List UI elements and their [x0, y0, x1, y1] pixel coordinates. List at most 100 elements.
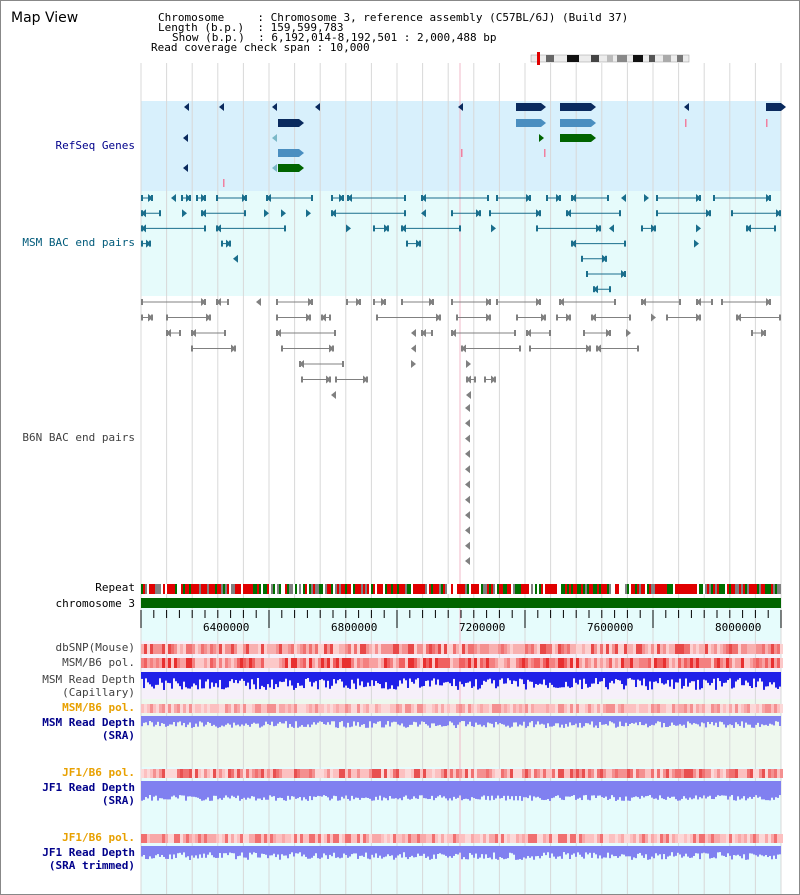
jf1-trim-depth-bar: [703, 846, 705, 853]
msm-sra-pol-cell: [726, 704, 729, 713]
msm-pol-cell: [432, 658, 435, 668]
msm-capillary-depth-bar: [361, 672, 363, 682]
msm-sra-depth-bar: [751, 716, 753, 728]
msm-pol-cell: [381, 658, 384, 668]
track-label-msm-b6-pol-capillary[interactable]: MSM/B6 pol.: [62, 656, 135, 669]
msm-pol-cell: [735, 658, 738, 668]
msm-pol-cell: [201, 658, 204, 668]
jf1-trim-depth-bar: [503, 846, 505, 860]
repeat-segment: [211, 584, 213, 594]
jf1-trim-pol-cell: [594, 834, 597, 843]
msm-capillary-depth-bar: [503, 672, 505, 684]
msm-pol-cell: [267, 658, 270, 668]
msm-sra-depth-bar: [747, 716, 749, 725]
jf1-trim-depth-bar: [487, 846, 489, 858]
jf1-trim-depth-bar: [689, 846, 691, 858]
dbsnp-cell: [432, 644, 435, 654]
jf1-sra-depth-bar: [159, 781, 161, 799]
jf1-trim-depth-bar: [283, 846, 285, 856]
chromosome-ideogram[interactable]: [530, 52, 690, 65]
jf1-pol-cell: [183, 769, 186, 778]
track-label-msm-read-depth-capillary[interactable]: MSM Read Depth: [42, 673, 135, 686]
msm-pol-cell: [738, 658, 741, 668]
jf1-trim-depth-bar: [519, 846, 521, 860]
msm-sra-depth-bar: [631, 716, 633, 724]
dbsnp-cell: [738, 644, 741, 654]
jf1-trim-depth-bar: [521, 846, 523, 860]
repeat-segment: [377, 584, 379, 594]
track-label-msm-read-depth-sra[interactable]: MSM Read Depth: [42, 716, 135, 729]
jf1-trim-depth-bar: [345, 846, 347, 855]
jf1-sra-depth-bar: [429, 781, 431, 799]
feature-tracks[interactable]: [141, 103, 786, 565]
jf1-sra-depth-bar: [645, 781, 647, 797]
repeat-segment: [457, 584, 459, 594]
msm-pol-cell: [216, 658, 219, 668]
jf1-trim-pol-cell: [498, 834, 501, 843]
msm-pol-cell: [480, 658, 483, 668]
jf1-trim-depth-bar: [191, 846, 193, 856]
msm-sra-depth-bar: [639, 716, 641, 722]
refseq-gene-arrow: [219, 103, 224, 111]
msm-capillary-depth-bar: [459, 672, 461, 682]
track-label-dbsnp[interactable]: dbSNP(Mouse): [55, 641, 135, 654]
refseq-gene: [560, 134, 591, 142]
jf1-trim-depth-bar: [367, 846, 369, 859]
jf1-trim-pol-cell: [276, 834, 279, 843]
track-label-jf1-read-depth-sra[interactable]: JF1 Read Depth: [42, 781, 135, 794]
bac-end: [629, 314, 631, 321]
jf1-trim-pol-cell: [252, 834, 255, 843]
msm-capillary-depth-bar: [685, 672, 687, 679]
msm-sra-pol-cell: [627, 704, 630, 713]
jf1-sra-depth-bar: [685, 781, 687, 799]
jf1-pol-cell: [507, 769, 510, 778]
dbsnp-cell: [198, 644, 201, 654]
msm-sra-pol-cell: [720, 704, 723, 713]
track-label-jf1-b6-pol-sra[interactable]: JF1/B6 pol.: [62, 766, 135, 779]
jf1-pol-cell: [447, 769, 450, 778]
jf1-trim-depth-bar: [305, 846, 307, 857]
repeat-segment: [723, 584, 725, 594]
jf1-trim-pol-cell: [492, 834, 495, 843]
repeat-segment: [503, 584, 505, 594]
jf1-trim-depth-bar: [529, 846, 531, 858]
msm-sra-pol-cell: [144, 704, 147, 713]
bac-end: [779, 314, 781, 321]
msm-capillary-depth-bar: [721, 672, 723, 687]
repeat-segment: [289, 584, 291, 594]
jf1-sra-depth-bar: [541, 781, 543, 800]
jf1-sra-depth-bar: [301, 781, 303, 801]
jf1-trim-depth-bar: [221, 846, 223, 858]
msm-sra-depth-bar: [231, 716, 233, 728]
jf1-sra-depth-bar: [547, 781, 549, 800]
track-label-jf1-b6-pol-trimmed[interactable]: JF1/B6 pol.: [62, 831, 135, 844]
jf1-sra-depth-bar: [733, 781, 735, 801]
msm-sra-depth-bar: [151, 716, 153, 723]
jf1-trim-depth-bar: [309, 846, 311, 859]
msm-sra-depth-bar: [493, 716, 495, 728]
msm-sra-depth-bar: [597, 716, 599, 728]
jf1-sra-depth-bar: [291, 781, 293, 797]
jf1-trim-depth-bar: [197, 846, 199, 859]
feature-arrow: [381, 298, 386, 306]
jf1-trim-depth-bar: [163, 846, 165, 857]
msm-sra-depth-bar: [465, 716, 467, 727]
jf1-trim-depth-bar: [613, 846, 615, 857]
track-label-jf1-read-depth-trimmed[interactable]: JF1 Read Depth: [42, 846, 135, 859]
msm-sra-pol-cell: [258, 704, 261, 713]
track-label-msm-b6-pol-sra[interactable]: MSM/B6 pol.: [62, 701, 135, 714]
msm-sra-depth-bar: [217, 716, 219, 728]
track-label-b6n-bac-end-pairs[interactable]: B6N BAC end pairs: [22, 431, 135, 444]
msm-sra-depth-bar: [527, 716, 529, 727]
track-label-msm-bac-end-pairs[interactable]: MSM BAC end pairs: [22, 236, 135, 249]
jf1-sra-depth-bar: [655, 781, 657, 799]
dbsnp-cell: [270, 644, 273, 654]
track-label-refseq-genes[interactable]: RefSeq Genes: [55, 139, 135, 152]
jf1-trim-depth-bar: [687, 846, 689, 857]
jf1-pol-cell: [510, 769, 513, 778]
jf1-pol-cell: [513, 769, 516, 778]
b6n-stacked-end: [465, 495, 470, 504]
msm-sra-depth-bar: [681, 716, 683, 726]
msm-capillary-depth-bar: [517, 672, 519, 687]
jf1-trim-pol-cell: [288, 834, 291, 843]
